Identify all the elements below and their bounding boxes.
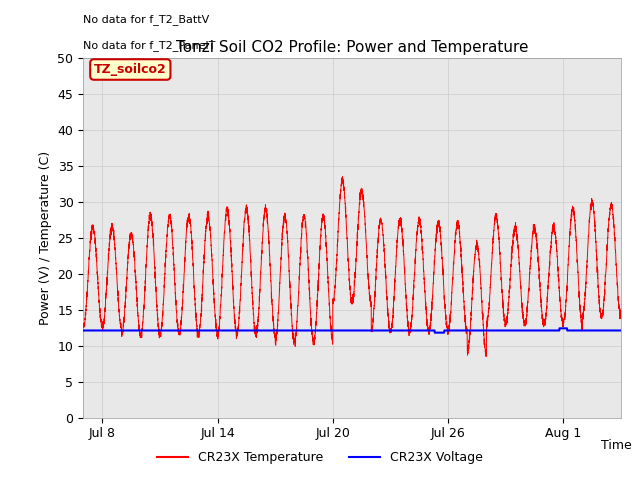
Text: TZ_soilco2: TZ_soilco2 bbox=[94, 63, 166, 76]
Y-axis label: Power (V) / Temperature (C): Power (V) / Temperature (C) bbox=[39, 151, 52, 324]
Title: Tonzi Soil CO2 Profile: Power and Temperature: Tonzi Soil CO2 Profile: Power and Temper… bbox=[176, 40, 528, 55]
Legend: CR23X Temperature, CR23X Voltage: CR23X Temperature, CR23X Voltage bbox=[152, 446, 488, 469]
Text: No data for f_T2_BattV: No data for f_T2_BattV bbox=[83, 14, 209, 25]
Text: No data for f_T2_PanelT: No data for f_T2_PanelT bbox=[83, 40, 216, 50]
X-axis label: Time: Time bbox=[601, 439, 632, 452]
